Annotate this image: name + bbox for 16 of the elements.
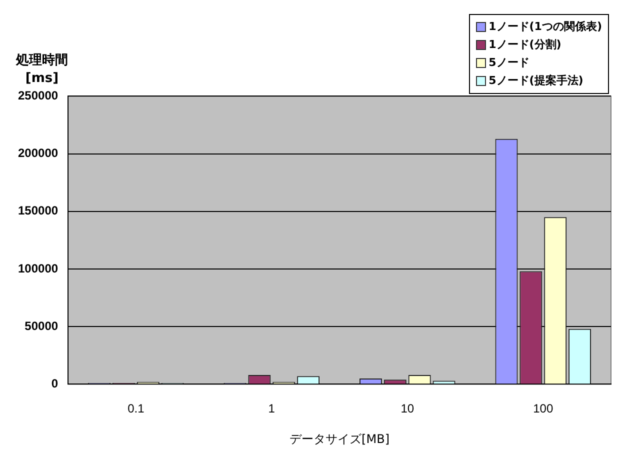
x-tick-label: 100: [533, 402, 554, 416]
y-tick-label: 0: [51, 376, 58, 391]
legend-label: 5ノード: [488, 55, 530, 71]
x-tick-label: 1: [268, 402, 276, 416]
legend-label: 5ノード(提案手法): [488, 73, 584, 89]
y-tick-label: 250000: [18, 88, 58, 103]
x-axis-title: データサイズ[MB]: [290, 432, 390, 446]
y-tick-label: 100000: [18, 261, 58, 276]
y-tick-label: 200000: [18, 146, 58, 160]
y-tick-label: 150000: [18, 204, 58, 218]
legend-label: 1ノード(1つの関係表): [488, 19, 602, 35]
legend-label: 1ノード(分割): [488, 37, 562, 53]
y-tick-label: 50000: [24, 318, 58, 333]
y-axis-title: 処理時間 [ms]: [16, 52, 68, 88]
x-tick-label: 10: [400, 402, 414, 416]
x-tick-label: 0.1: [128, 402, 145, 416]
